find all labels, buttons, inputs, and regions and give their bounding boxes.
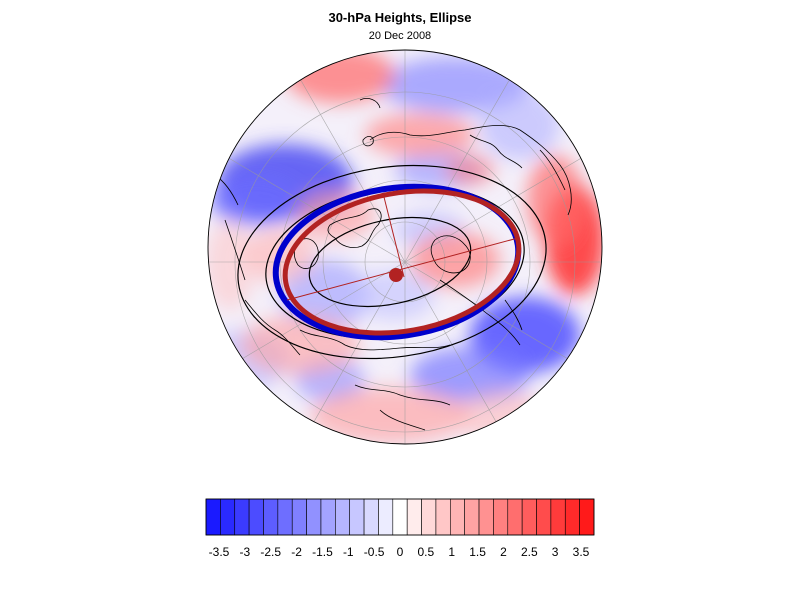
minor-axis-line <box>383 196 405 278</box>
anomaly-field <box>208 50 602 444</box>
colorbar-box <box>220 498 236 536</box>
colorbar-box <box>478 498 494 536</box>
colorbar-box <box>291 498 307 536</box>
map-title: 30-hPa Heights, Ellipse <box>328 10 472 25</box>
colorbar-box <box>392 498 408 536</box>
colorbar-frame <box>205 498 595 536</box>
colorbar-tick-label: -0.5 <box>364 545 385 559</box>
colorbar-box <box>521 498 537 536</box>
colorbar-box <box>421 498 437 536</box>
colorbar-tick-label: -3 <box>240 545 251 559</box>
colorbar-tick-label: -2.5 <box>260 545 281 559</box>
colorbar-box <box>579 498 595 536</box>
colorbar-tick-label: 0 <box>397 545 404 559</box>
colorbar-box <box>449 498 465 536</box>
colorbar-tick-label: -1 <box>343 545 354 559</box>
colorbar-box <box>564 498 580 536</box>
colorbar-box <box>406 498 422 536</box>
colorbar-tick-label: 3 <box>552 545 559 559</box>
colorbar-box <box>464 498 480 536</box>
colorbar-box <box>306 498 322 536</box>
colorbar-box <box>507 498 523 536</box>
ellipse-center-marker <box>389 268 403 282</box>
colorbar-box <box>248 498 264 536</box>
colorbar-box <box>320 498 336 536</box>
colorbar-tick-label: -2 <box>291 545 302 559</box>
colorbar-tick-label: 0.5 <box>418 545 435 559</box>
colorbar-box <box>550 498 566 536</box>
colorbar-box <box>363 498 379 536</box>
map-boundary <box>207 49 603 445</box>
colorbar-tick-label: 2 <box>500 545 507 559</box>
colorbar-tick-label: 1 <box>448 545 455 559</box>
colorbar-tick-label: -3.5 <box>209 545 230 559</box>
colorbar-box <box>378 498 394 536</box>
colorbar-box <box>263 498 279 536</box>
colorbar-box <box>536 498 552 536</box>
colorbar-box <box>277 498 293 536</box>
colorbar-box <box>234 498 250 536</box>
colorbar-tick-label: 3.5 <box>573 545 590 559</box>
colorbar-box <box>335 498 351 536</box>
map-date: 20 Dec 2008 <box>368 30 432 42</box>
colorbar-box <box>205 498 221 536</box>
colorbar-tick-label: -1.5 <box>312 545 333 559</box>
colorbar-box <box>349 498 365 536</box>
red-ellipse <box>282 188 522 336</box>
colorbar-box <box>493 498 509 536</box>
colorbar-tick-label: 1.5 <box>469 545 486 559</box>
colorbar-tick-label: 2.5 <box>521 545 538 559</box>
colorbar-box <box>435 498 451 536</box>
